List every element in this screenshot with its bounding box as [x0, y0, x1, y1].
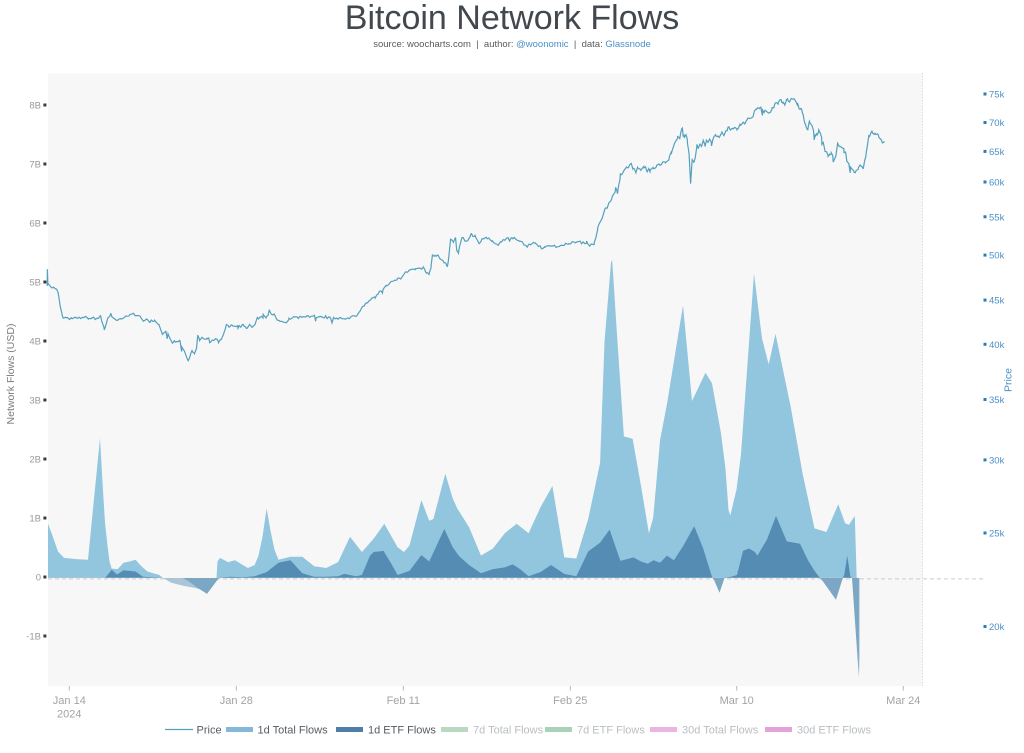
- svg-text:30d ETF Flows: 30d ETF Flows: [797, 725, 871, 737]
- svg-text:Network Flows (USD): Network Flows (USD): [5, 324, 17, 425]
- svg-text:-1B: -1B: [26, 632, 41, 643]
- svg-text:1d ETF Flows: 1d ETF Flows: [368, 725, 436, 737]
- svg-text:7d ETF Flows: 7d ETF Flows: [577, 725, 645, 737]
- svg-text:Price: Price: [197, 725, 222, 737]
- svg-text:20k: 20k: [989, 622, 1005, 633]
- svg-text:40k: 40k: [989, 340, 1005, 351]
- svg-text:6B: 6B: [29, 219, 41, 230]
- svg-text:Mar 10: Mar 10: [720, 695, 754, 707]
- svg-text:45k: 45k: [989, 296, 1005, 307]
- svg-text:7d Total Flows: 7d Total Flows: [473, 725, 544, 737]
- svg-text:Mar 24: Mar 24: [886, 695, 920, 707]
- svg-text:2B: 2B: [29, 455, 41, 466]
- svg-text:Feb 25: Feb 25: [553, 695, 587, 707]
- svg-text:25k: 25k: [989, 529, 1005, 540]
- svg-text:0: 0: [36, 573, 41, 584]
- svg-text:30d Total Flows: 30d Total Flows: [682, 725, 759, 737]
- svg-text:8B: 8B: [29, 101, 41, 112]
- svg-text:65k: 65k: [989, 147, 1005, 158]
- svg-text:Feb 11: Feb 11: [387, 695, 420, 707]
- svg-text:Price: Price: [1003, 368, 1015, 392]
- svg-text:5B: 5B: [29, 278, 41, 289]
- svg-text:50k: 50k: [989, 251, 1005, 262]
- svg-text:1B: 1B: [29, 514, 41, 525]
- svg-text:2024: 2024: [57, 709, 81, 721]
- svg-text:Jan 14: Jan 14: [53, 695, 86, 707]
- svg-text:55k: 55k: [989, 212, 1005, 223]
- svg-text:75k: 75k: [989, 90, 1005, 101]
- svg-text:60k: 60k: [989, 178, 1005, 189]
- svg-text:Jan 28: Jan 28: [220, 695, 253, 707]
- svg-text:3B: 3B: [29, 396, 41, 407]
- svg-text:35k: 35k: [989, 395, 1005, 406]
- svg-text:7B: 7B: [29, 160, 41, 171]
- svg-text:4B: 4B: [29, 337, 41, 348]
- svg-text:1d Total Flows: 1d Total Flows: [258, 725, 329, 737]
- svg-text:30k: 30k: [989, 455, 1005, 466]
- svg-text:70k: 70k: [989, 118, 1005, 129]
